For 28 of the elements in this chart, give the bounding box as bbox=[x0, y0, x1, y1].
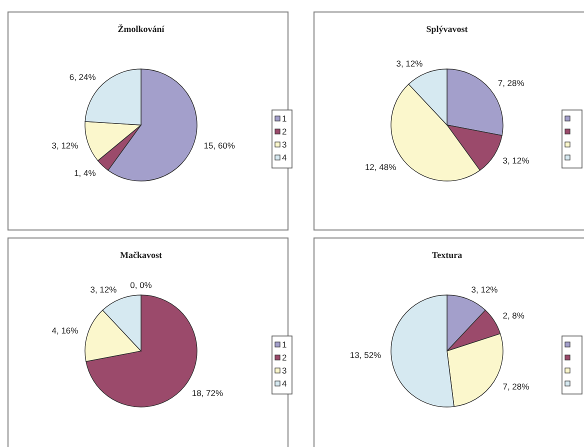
data-label: 12, 48% bbox=[364, 162, 397, 172]
legend-label: 3 bbox=[282, 366, 287, 376]
legend-label: 1 bbox=[282, 340, 287, 350]
data-label: 3, 12% bbox=[502, 155, 530, 166]
legend-label: 4 bbox=[282, 152, 287, 162]
data-label: 4, 16% bbox=[52, 326, 79, 336]
data-label: 15, 60% bbox=[204, 140, 236, 150]
chart-title: Textura bbox=[432, 250, 463, 260]
data-label: 7, 28% bbox=[502, 381, 530, 392]
data-label: 13, 52% bbox=[350, 350, 382, 360]
data-label: 1, 4% bbox=[74, 168, 96, 178]
legend-label: 1 bbox=[282, 114, 287, 124]
chart-title: Mačkavost bbox=[120, 250, 162, 260]
data-label: 18, 72% bbox=[192, 388, 224, 398]
data-label: 6, 24% bbox=[69, 72, 96, 82]
legend-label: 3 bbox=[282, 140, 287, 150]
data-label: 3, 12% bbox=[90, 284, 118, 295]
data-label: 3, 12% bbox=[471, 284, 498, 295]
text: 0, 0% bbox=[130, 280, 152, 290]
legend-label: 2 bbox=[282, 352, 287, 362]
legend-label: 2 bbox=[282, 126, 287, 136]
legend-label: 4 bbox=[282, 378, 287, 388]
data-label: 2, 8% bbox=[502, 310, 525, 321]
data-label: 3, 12% bbox=[52, 140, 79, 150]
data-label: 7, 28% bbox=[498, 78, 525, 88]
data-label: 3, 12% bbox=[396, 58, 424, 69]
chart-title: Žmolkování bbox=[118, 24, 165, 34]
chart-title: Splývavost bbox=[426, 24, 468, 34]
